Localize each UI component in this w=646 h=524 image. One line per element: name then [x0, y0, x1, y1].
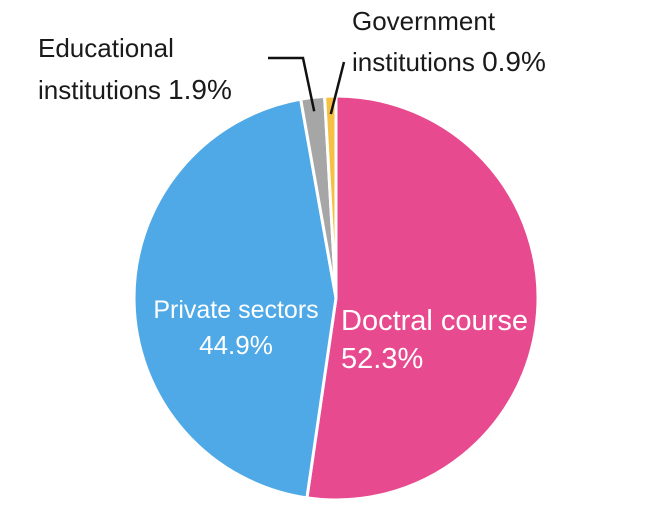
slice-label-3-line-0: Government: [352, 6, 496, 36]
slice-label-0: Doctral course: [341, 305, 528, 337]
leader-line-educational: [268, 56, 316, 112]
slice-label-3-line-1: institutions 0.9%: [352, 46, 546, 77]
leader-lines: [268, 56, 346, 115]
slice-labels: Doctral course 52.3% Private sectors 44.9% E…: [38, 6, 546, 375]
slice-value-2: 1.9%: [168, 74, 232, 105]
slice-label-1: Private sectors: [153, 296, 318, 324]
slice-label-2-line-0: Educational: [38, 33, 174, 63]
slice-value-3: 0.9%: [482, 46, 546, 77]
pie-slice-1: [132, 97, 338, 500]
pie-slice-0: [305, 94, 540, 502]
slice-value-1: 44.9%: [199, 330, 273, 360]
slice-value-0: 52.3%: [341, 343, 423, 375]
pie-slices: [132, 94, 540, 502]
slice-label-2-line-1: institutions 1.9%: [38, 74, 232, 105]
leader-line-government: [329, 61, 346, 115]
